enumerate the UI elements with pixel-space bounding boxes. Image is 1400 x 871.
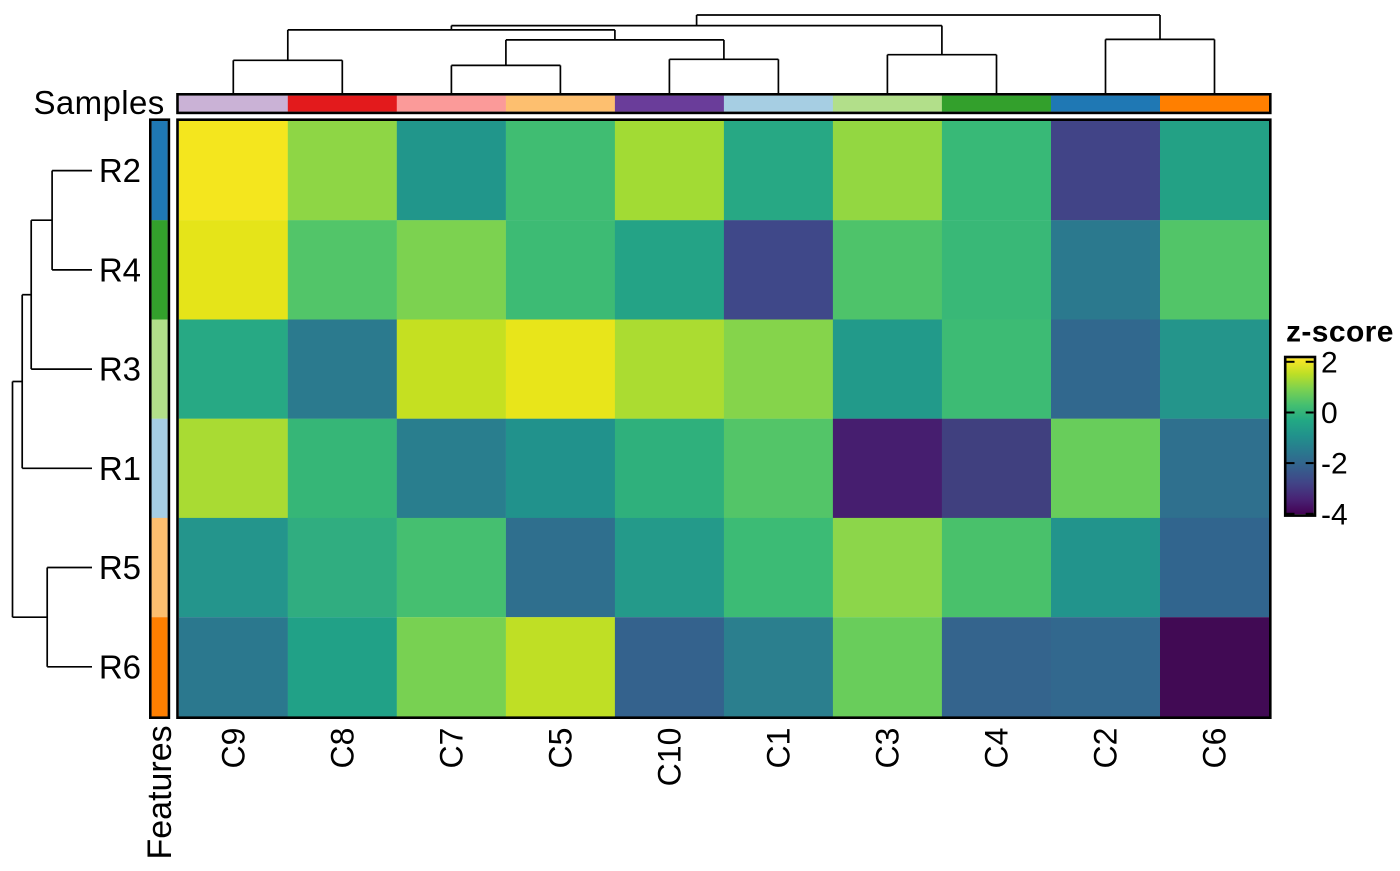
svg-text:R2: R2 xyxy=(99,152,141,189)
svg-text:R3: R3 xyxy=(99,351,141,388)
svg-text:R6: R6 xyxy=(99,648,141,685)
svg-text:Features: Features xyxy=(141,725,179,859)
svg-text:0: 0 xyxy=(1321,397,1338,430)
svg-text:C7: C7 xyxy=(433,728,469,769)
svg-text:2: 2 xyxy=(1321,346,1338,379)
svg-text:C4: C4 xyxy=(979,728,1015,769)
svg-text:C1: C1 xyxy=(760,728,796,769)
svg-text:R5: R5 xyxy=(99,549,141,586)
svg-text:-2: -2 xyxy=(1321,448,1348,481)
svg-text:C2: C2 xyxy=(1088,728,1124,769)
svg-text:R4: R4 xyxy=(99,251,141,288)
svg-text:C8: C8 xyxy=(324,728,360,769)
svg-text:Samples: Samples xyxy=(34,84,165,121)
svg-text:C6: C6 xyxy=(1197,728,1233,769)
svg-text:z-score: z-score xyxy=(1286,316,1394,349)
svg-text:C9: C9 xyxy=(215,728,251,769)
svg-text:C10: C10 xyxy=(651,728,687,787)
svg-text:-4: -4 xyxy=(1321,498,1348,531)
svg-text:R1: R1 xyxy=(99,450,141,487)
svg-text:C3: C3 xyxy=(869,728,905,769)
svg-text:C5: C5 xyxy=(542,728,578,769)
